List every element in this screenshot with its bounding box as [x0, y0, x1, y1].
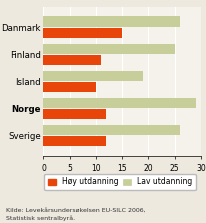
- Bar: [43, 43, 174, 54]
- Legend: Høy utdanning, Lav utdanning: Høy utdanning, Lav utdanning: [44, 173, 195, 190]
- Bar: [43, 70, 142, 81]
- Bar: [43, 109, 106, 119]
- X-axis label: Økning i prosent: Økning i prosent: [87, 176, 156, 185]
- Bar: [43, 125, 179, 135]
- Bar: [43, 82, 95, 92]
- Bar: [43, 17, 179, 27]
- Bar: [43, 98, 195, 108]
- Bar: [43, 55, 101, 65]
- Bar: [43, 136, 106, 146]
- Text: Kilde: Levekårsundersøkelsen EU-SILC 2006,
Statistisk sentralbyrå.: Kilde: Levekårsundersøkelsen EU-SILC 200…: [6, 208, 145, 221]
- Bar: [43, 28, 122, 38]
